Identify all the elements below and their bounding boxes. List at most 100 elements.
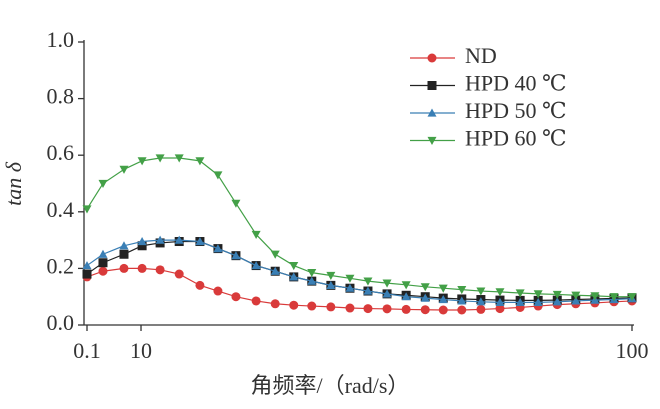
marker bbox=[427, 81, 437, 90]
marker bbox=[420, 305, 430, 315]
marker bbox=[251, 296, 261, 306]
legend-label: HPD 50 ℃ bbox=[465, 98, 567, 123]
marker bbox=[552, 297, 562, 306]
marker bbox=[98, 249, 108, 258]
marker bbox=[420, 293, 430, 302]
marker bbox=[457, 286, 467, 295]
x-tick-label: 10 bbox=[130, 338, 152, 363]
marker bbox=[476, 297, 486, 306]
marker bbox=[627, 293, 637, 302]
marker bbox=[515, 297, 525, 306]
marker bbox=[174, 235, 184, 244]
y-tick-label: 0.6 bbox=[47, 140, 75, 165]
marker bbox=[270, 266, 280, 275]
marker bbox=[231, 292, 241, 302]
marker bbox=[289, 261, 299, 271]
marker bbox=[382, 279, 392, 288]
x-axis-label: 角频率/（rad/s） bbox=[251, 373, 410, 398]
marker bbox=[533, 290, 543, 299]
marker bbox=[307, 301, 317, 311]
marker bbox=[231, 251, 241, 260]
marker bbox=[571, 291, 581, 300]
marker bbox=[571, 296, 581, 305]
y-tick-label: 0.0 bbox=[47, 310, 75, 335]
marker bbox=[382, 289, 392, 298]
marker bbox=[326, 271, 336, 280]
x-tick-label: 0.1 bbox=[73, 338, 101, 363]
marker bbox=[119, 165, 129, 174]
marker bbox=[438, 305, 448, 315]
series-line bbox=[86, 239, 633, 303]
marker bbox=[552, 290, 562, 299]
marker bbox=[270, 299, 280, 309]
legend-label: HPD 60 ℃ bbox=[465, 126, 567, 151]
marker bbox=[137, 263, 147, 273]
marker bbox=[307, 276, 317, 285]
y-axis-label: tan δ bbox=[1, 161, 26, 206]
series-line bbox=[86, 157, 632, 298]
marker bbox=[251, 261, 261, 270]
marker bbox=[289, 272, 299, 281]
marker bbox=[213, 286, 223, 296]
marker bbox=[98, 258, 108, 268]
marker bbox=[533, 297, 543, 306]
marker bbox=[155, 265, 165, 275]
marker bbox=[195, 157, 205, 166]
marker bbox=[438, 295, 448, 304]
marker bbox=[438, 284, 448, 293]
marker bbox=[289, 300, 299, 310]
marker bbox=[476, 287, 486, 296]
marker bbox=[155, 235, 165, 244]
marker bbox=[119, 241, 129, 250]
marker bbox=[609, 293, 619, 302]
marker bbox=[82, 205, 92, 214]
marker bbox=[270, 250, 280, 259]
marker bbox=[457, 296, 467, 305]
marker bbox=[382, 304, 392, 314]
y-tick-label: 0.4 bbox=[47, 197, 75, 222]
marker bbox=[495, 297, 505, 306]
marker bbox=[137, 157, 147, 166]
marker bbox=[495, 288, 505, 297]
marker bbox=[345, 303, 355, 313]
marker bbox=[495, 304, 505, 314]
series-line bbox=[86, 240, 633, 301]
marker bbox=[515, 289, 525, 298]
marker bbox=[401, 304, 411, 314]
marker bbox=[427, 108, 437, 117]
marker bbox=[231, 199, 241, 208]
marker bbox=[427, 136, 437, 145]
marker bbox=[326, 302, 336, 312]
marker bbox=[155, 154, 165, 163]
marker bbox=[326, 280, 336, 289]
marker bbox=[420, 283, 430, 292]
marker bbox=[345, 274, 355, 283]
y-tick-label: 0.8 bbox=[47, 84, 75, 109]
marker bbox=[119, 249, 129, 259]
x-tick-label: 100 bbox=[616, 338, 649, 363]
marker bbox=[174, 154, 184, 163]
marker bbox=[476, 304, 486, 314]
marker bbox=[363, 277, 373, 286]
marker bbox=[137, 237, 147, 246]
marker bbox=[345, 283, 355, 292]
marker bbox=[401, 292, 411, 301]
marker bbox=[195, 280, 205, 290]
marker bbox=[401, 281, 411, 290]
marker bbox=[82, 261, 92, 270]
marker bbox=[119, 263, 129, 273]
y-tick-label: 1.0 bbox=[47, 27, 75, 52]
marker bbox=[98, 266, 108, 276]
marker bbox=[195, 237, 205, 246]
marker bbox=[251, 230, 261, 239]
marker bbox=[174, 269, 184, 279]
marker bbox=[590, 292, 600, 301]
marker bbox=[427, 53, 437, 63]
marker bbox=[137, 241, 147, 251]
marker bbox=[457, 305, 467, 315]
marker bbox=[213, 171, 223, 180]
marker bbox=[363, 286, 373, 295]
marker bbox=[307, 269, 317, 278]
marker bbox=[363, 304, 373, 314]
